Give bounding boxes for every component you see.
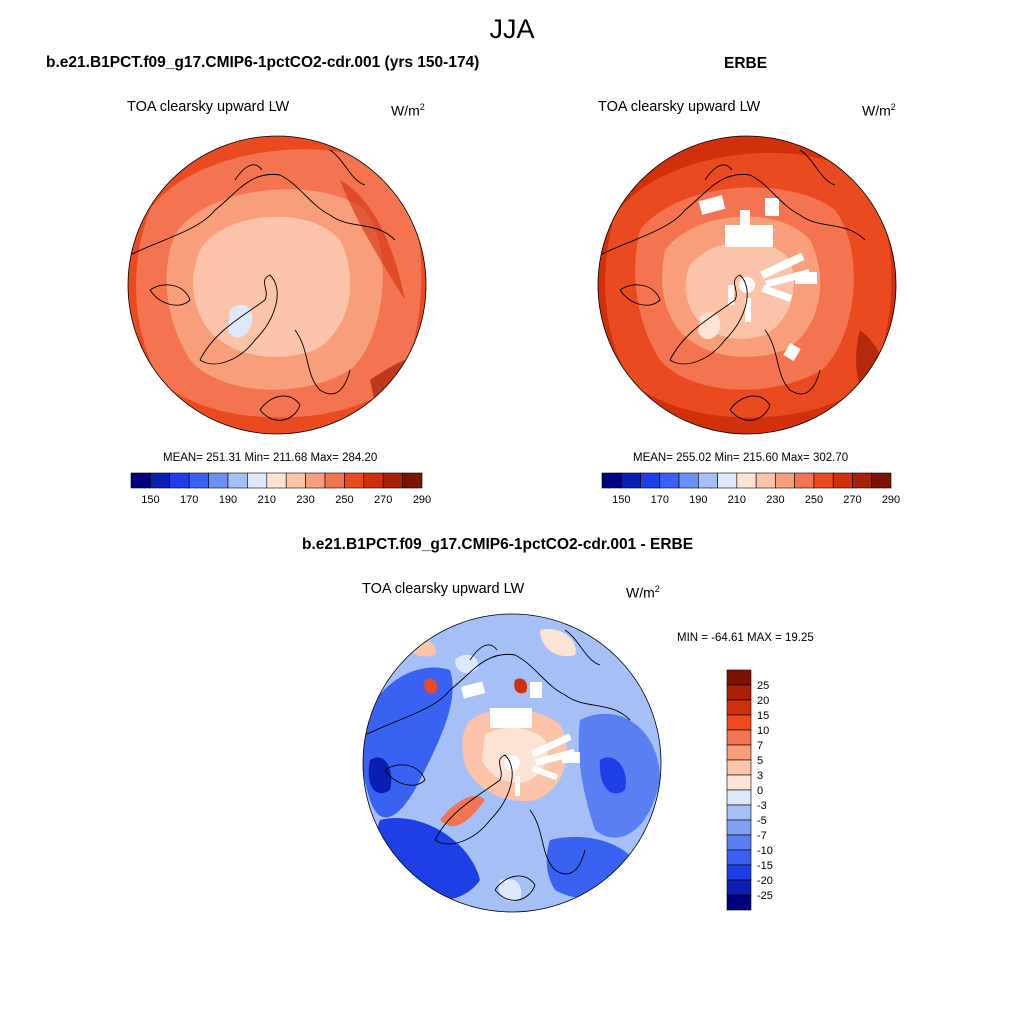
colorbar-swatch — [726, 759, 752, 776]
right-variable-label: TOA clearsky upward LW — [598, 99, 761, 115]
diff-variable-label: TOA clearsky upward LW — [362, 581, 525, 597]
colorbar-tick-label: 230 — [296, 494, 314, 506]
colorbar-swatch — [726, 699, 752, 716]
colorbar-swatch — [726, 819, 752, 836]
colorbar-swatch — [736, 472, 757, 489]
colorbar-tick-label: 3 — [757, 770, 763, 782]
right-polar-map — [597, 135, 897, 435]
colorbar-tick-label: 250 — [335, 494, 353, 506]
colorbar-tick-label: 290 — [882, 494, 900, 506]
colorbar-tick-label: 0 — [757, 785, 763, 797]
colorbar-swatch — [363, 472, 384, 489]
colorbar-swatch — [717, 472, 738, 489]
colorbar-swatch — [726, 744, 752, 761]
colorbar-tick-label: 5 — [757, 755, 763, 767]
colorbar-tick-label: 210 — [258, 494, 276, 506]
colorbar-tick-label: 150 — [141, 494, 159, 506]
left-colorbar: 150 170 190 210 230 250 270 290 — [130, 472, 431, 506]
colorbar-swatch — [852, 472, 873, 489]
colorbar-swatch — [382, 472, 403, 489]
colorbar-tick-label: 25 — [757, 680, 769, 692]
colorbar-tick-label: -7 — [757, 830, 767, 842]
colorbar-swatch — [208, 472, 229, 489]
colorbar-swatch — [726, 849, 752, 866]
colorbar-tick-label: -25 — [757, 890, 773, 902]
right-stats-label: MEAN= 255.02 Min= 215.60 Max= 302.70 — [633, 452, 849, 464]
colorbar-swatch — [726, 864, 752, 881]
right-units-label: W/m2 — [862, 102, 896, 119]
colorbar-tick-label: 190 — [219, 494, 237, 506]
colorbar-tick-label: -15 — [757, 860, 773, 872]
difference-colorbar: 25 20 15 10 7 5 3 0 -3 -5 -7 -10 -15 -20 -25 — [726, 669, 773, 911]
colorbar-swatch — [726, 834, 752, 851]
colorbar-tick-label: 270 — [843, 494, 861, 506]
colorbar-swatch — [726, 714, 752, 731]
colorbar-swatch — [324, 472, 345, 489]
colorbar-tick-label: -20 — [757, 875, 773, 887]
colorbar-tick-label: 230 — [766, 494, 784, 506]
left-polar-map — [127, 135, 427, 435]
colorbar-swatch — [726, 879, 752, 896]
colorbar-swatch — [726, 684, 752, 701]
colorbar-swatch — [188, 472, 209, 489]
colorbar-swatch — [698, 472, 718, 489]
diff-stats-label: MIN = -64.61 MAX = 19.25 — [677, 632, 814, 644]
colorbar-tick-label: 20 — [757, 695, 769, 707]
colorbar-swatch — [726, 774, 752, 791]
colorbar-tick-label: 170 — [651, 494, 669, 506]
colorbar-swatch — [402, 472, 423, 489]
left-variable-label: TOA clearsky upward LW — [127, 99, 290, 115]
colorbar-swatch — [150, 472, 171, 489]
colorbar-tick-label: -10 — [757, 845, 773, 857]
colorbar-swatch — [130, 472, 151, 489]
left-stats-label: MEAN= 251.31 Min= 211.68 Max= 284.20 — [163, 452, 378, 464]
colorbar-swatch — [640, 472, 661, 489]
colorbar-tick-label: 7 — [757, 740, 763, 752]
difference-polar-map — [362, 613, 662, 913]
colorbar-swatch — [285, 472, 306, 489]
colorbar-swatch — [755, 472, 776, 489]
diff-case-title: b.e21.B1PCT.f09_g17.CMIP6-1pctCO2-cdr.00… — [302, 536, 694, 553]
colorbar-swatch — [871, 472, 892, 489]
colorbar-swatch — [794, 472, 815, 489]
colorbar-swatch — [678, 472, 699, 489]
colorbar-swatch — [832, 472, 853, 489]
colorbar-swatch — [726, 804, 752, 821]
colorbar-swatch — [169, 472, 190, 489]
colorbar-swatch — [266, 472, 287, 489]
colorbar-swatch — [601, 472, 622, 489]
colorbar-swatch — [813, 472, 834, 489]
colorbar-swatch — [726, 789, 752, 806]
diff-units-label: W/m2 — [626, 584, 660, 601]
colorbar-swatch — [775, 472, 795, 489]
colorbar-swatch — [726, 669, 752, 686]
right-case-title: ERBE — [724, 55, 768, 72]
left-case-title: b.e21.B1PCT.f09_g17.CMIP6-1pctCO2-cdr.00… — [46, 54, 480, 71]
colorbar-tick-label: -5 — [757, 815, 767, 827]
colorbar-swatch — [726, 894, 752, 911]
colorbar-swatch — [659, 472, 680, 489]
colorbar-tick-label: 170 — [180, 494, 198, 506]
right-colorbar: 150 170 190 210 230 250 270 290 — [601, 472, 900, 506]
colorbar-tick-label: 250 — [805, 494, 823, 506]
left-units-label: W/m2 — [391, 102, 425, 119]
colorbar-swatch — [247, 472, 268, 489]
colorbar-tick-label: 210 — [728, 494, 746, 506]
colorbar-swatch — [726, 729, 752, 746]
colorbar-swatch — [227, 472, 248, 489]
colorbar-tick-label: 270 — [374, 494, 392, 506]
colorbar-tick-label: 150 — [612, 494, 630, 506]
colorbar-tick-label: 290 — [413, 494, 431, 506]
colorbar-tick-label: 190 — [689, 494, 707, 506]
colorbar-tick-label: 10 — [757, 725, 769, 737]
colorbar-tick-label: -3 — [757, 800, 767, 812]
colorbar-swatch — [305, 472, 326, 489]
colorbar-swatch — [344, 472, 365, 489]
colorbar-swatch — [620, 472, 641, 489]
colorbar-tick-label: 15 — [757, 710, 769, 722]
main-title: JJA — [489, 14, 535, 44]
